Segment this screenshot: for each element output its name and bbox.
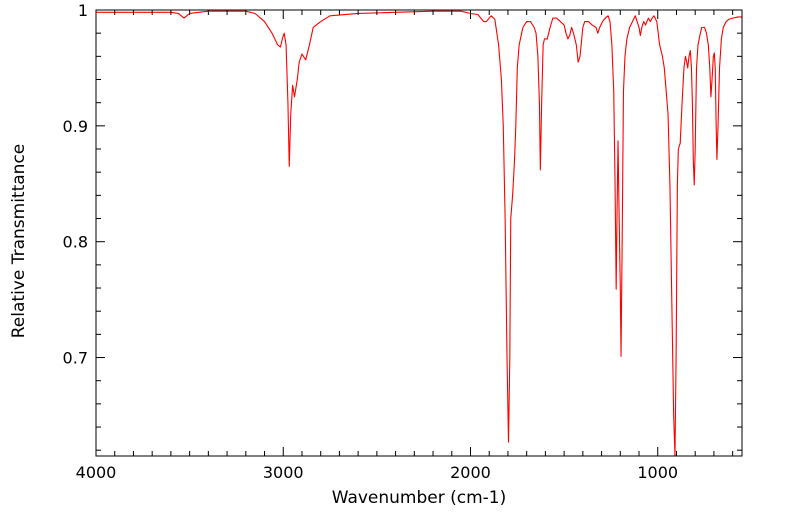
y-axis-title: Relative Transmittance (9, 144, 29, 339)
plot-area (96, 10, 742, 456)
y-tick-label: 0.8 (63, 233, 88, 252)
y-tick-label: 1 (78, 1, 88, 20)
axis-ticks (95, 9, 742, 456)
y-tick-label: 0.7 (63, 349, 88, 368)
x-tick-label: 1000 (637, 463, 678, 482)
x-tick-label: 2000 (450, 463, 491, 482)
plot-frame (95, 9, 743, 457)
y-tick-label: 0.9 (63, 117, 88, 136)
x-tick-label: 4000 (76, 463, 117, 482)
x-axis-title: Wavenumber (cm-1) (332, 488, 507, 508)
x-tick-label: 3000 (263, 463, 304, 482)
tick-labels: 4000 3000 2000 1000 0.7 0.8 0.9 1 (63, 1, 679, 482)
spectrum-line (96, 10, 742, 456)
